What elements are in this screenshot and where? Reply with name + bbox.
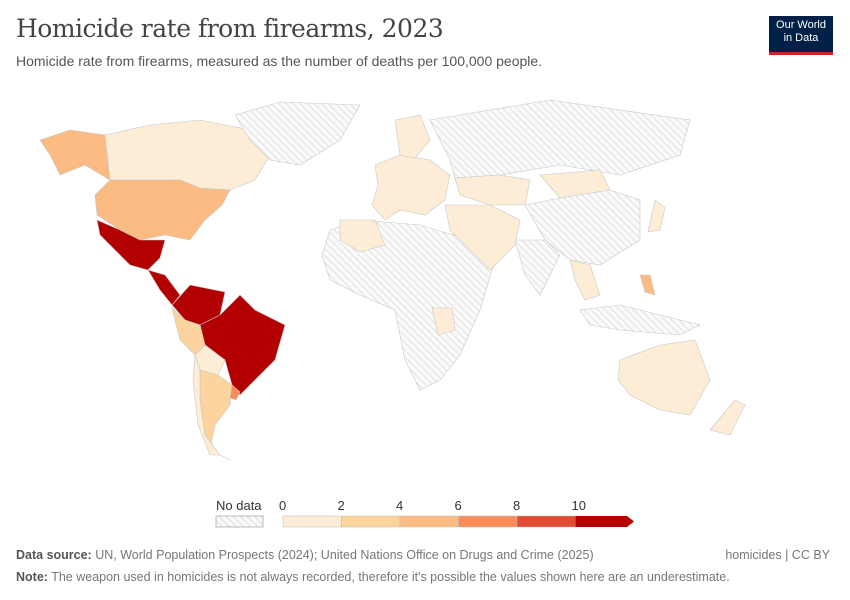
note-text: The weapon used in homicides is not alwa…: [51, 570, 730, 584]
world-map: [39, 99, 746, 461]
logo-line1: Our World: [776, 19, 826, 31]
region-alaska[interactable]: [39, 129, 111, 181]
legend-tick: 10: [571, 498, 586, 513]
subtitle: Homicide rate from firearms, measured as…: [16, 53, 543, 69]
legend-tick: 0: [279, 498, 287, 513]
legend-no-data-label: No data: [216, 498, 262, 513]
legend-tick: 2: [337, 498, 345, 513]
legend-tick: 4: [396, 498, 404, 513]
region-africa[interactable]: [321, 219, 496, 391]
source-text[interactable]: UN, World Population Prospects (2024); U…: [95, 548, 594, 562]
region-china[interactable]: [524, 189, 641, 266]
region-middle-east[interactable]: [444, 204, 521, 271]
legend-tick: 8: [513, 498, 521, 513]
legend-tick: 6: [454, 498, 462, 513]
legend-bin-5[interactable]: [575, 516, 635, 527]
region-indonesia[interactable]: [579, 304, 701, 336]
legend-bin-1[interactable]: [341, 515, 401, 528]
note: Note: The weapon used in homicides is no…: [16, 570, 730, 584]
region-greenland[interactable]: [234, 101, 361, 166]
page-title: Homicide rate from firearms, 2023: [16, 14, 444, 43]
legend: [215, 515, 635, 528]
legend-bin-3[interactable]: [458, 515, 518, 528]
note-label: Note:: [16, 570, 48, 584]
license[interactable]: homicides | CC BY: [725, 548, 830, 562]
region-algeria[interactable]: [339, 219, 386, 253]
region-india[interactable]: [514, 239, 561, 296]
region-tanzania[interactable]: [431, 307, 456, 336]
owid-logo[interactable]: Our World in Data: [769, 16, 833, 55]
legend-bin-0[interactable]: [282, 515, 342, 528]
region-europe[interactable]: [371, 154, 451, 221]
region-uruguay[interactable]: [229, 384, 241, 401]
region-southeast-asia[interactable]: [569, 259, 601, 301]
region-philippines[interactable]: [639, 274, 656, 296]
region-kazakhstan[interactable]: [454, 174, 531, 206]
legend-bin-2[interactable]: [399, 515, 459, 528]
region-central-america[interactable]: [147, 269, 181, 306]
source-label: Data source:: [16, 548, 92, 562]
region-scandinavia[interactable]: [394, 114, 431, 159]
region-russia[interactable]: [429, 99, 691, 179]
legend-no-data-swatch: [215, 515, 264, 528]
region-australia[interactable]: [617, 339, 711, 416]
region-mexico[interactable]: [96, 219, 166, 271]
region-argentina[interactable]: [199, 369, 233, 461]
region-chile[interactable]: [192, 354, 221, 456]
data-source: Data source: UN, World Population Prospe…: [16, 548, 594, 562]
region-japan[interactable]: [647, 199, 666, 233]
legend-bin-4[interactable]: [516, 515, 576, 528]
logo-line2: in Data: [783, 32, 819, 44]
region-united-states[interactable]: [94, 179, 231, 241]
region-new-zealand[interactable]: [709, 399, 746, 436]
